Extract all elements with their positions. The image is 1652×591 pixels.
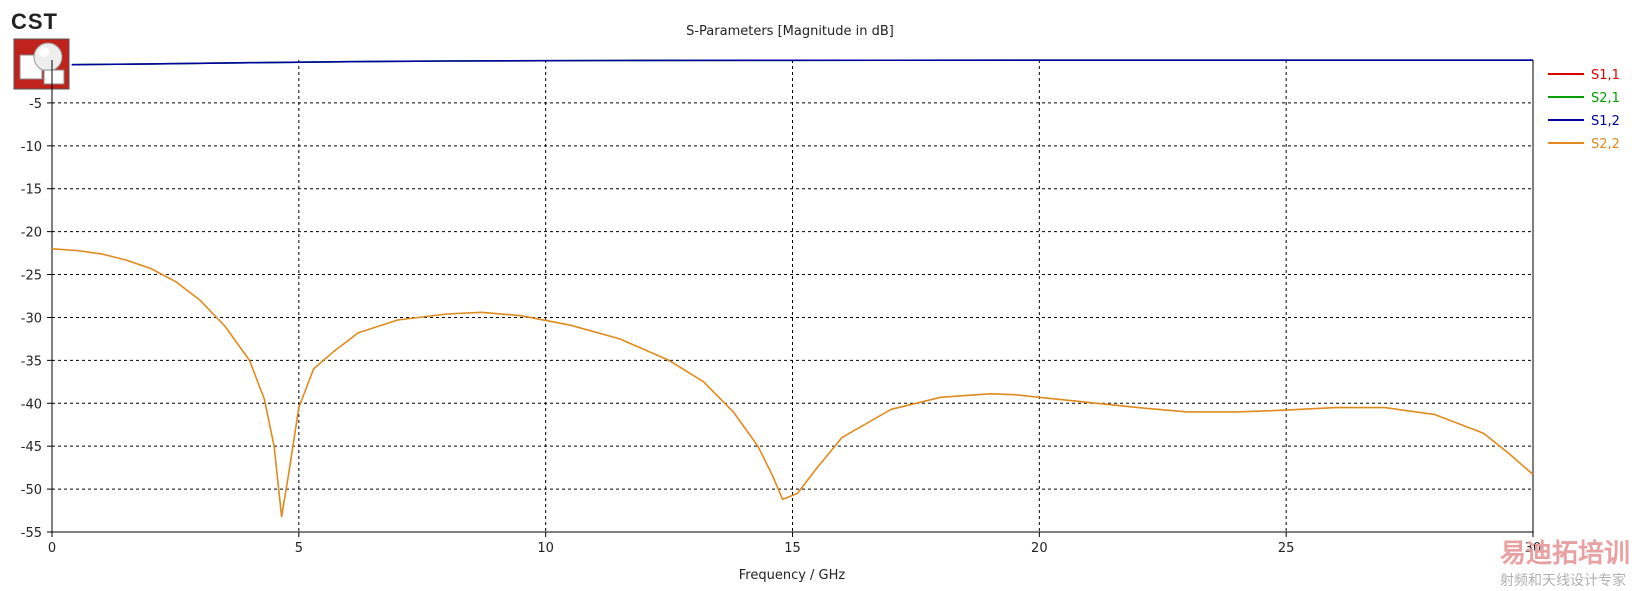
chart-title: S-Parameters [Magnitude in dB] bbox=[686, 24, 894, 39]
y-tick-label: -55 bbox=[21, 526, 42, 541]
x-tick-label: 0 bbox=[48, 541, 56, 556]
series-line-S1-2 bbox=[71, 59, 1533, 66]
cst-logo-icon: CST bbox=[11, 9, 70, 90]
watermark: 易迪拓培训 射频和天线设计专家 bbox=[1500, 539, 1630, 589]
legend-label: S1,1 bbox=[1591, 68, 1620, 83]
y-tick-label: -50 bbox=[21, 483, 42, 498]
x-tick-label: 20 bbox=[1031, 541, 1048, 556]
legend-label: S2,1 bbox=[1591, 91, 1620, 106]
y-tick-label: -20 bbox=[21, 226, 42, 241]
y-tick-label: -30 bbox=[21, 311, 42, 326]
legend: S1,1 S2,1 S1,2 S2,2 bbox=[1548, 68, 1620, 152]
y-tick-label: -15 bbox=[21, 183, 42, 198]
plot-area: 0 5 10 15 20 25 30 -5 -10 -15 -20 -25 -30 -35 -40 -45 -5… bbox=[21, 59, 1542, 556]
y-tick-label: -40 bbox=[21, 397, 42, 412]
x-tick-label: 10 bbox=[537, 541, 554, 556]
y-tick-label: -5 bbox=[29, 97, 42, 112]
y-tick-label: -45 bbox=[21, 440, 42, 455]
legend-label: S1,2 bbox=[1591, 114, 1620, 129]
logo-text: CST bbox=[11, 9, 58, 34]
legend-label: S2,2 bbox=[1591, 137, 1620, 152]
watermark-line1: 易迪拓培训 bbox=[1500, 539, 1630, 569]
x-tick-label: 25 bbox=[1278, 541, 1295, 556]
series-line-S2-2 bbox=[51, 248, 1534, 518]
y-tick-label: -10 bbox=[21, 140, 42, 155]
watermark-line2: 射频和天线设计专家 bbox=[1500, 572, 1626, 589]
x-axis-label: Frequency / GHz bbox=[739, 568, 846, 583]
x-tick-label: 30 bbox=[1525, 541, 1542, 556]
x-tick-label: 15 bbox=[784, 541, 801, 556]
y-tick-label: -35 bbox=[21, 354, 42, 369]
x-tick-label: 5 bbox=[295, 541, 303, 556]
y-tick-label: -25 bbox=[21, 269, 42, 284]
